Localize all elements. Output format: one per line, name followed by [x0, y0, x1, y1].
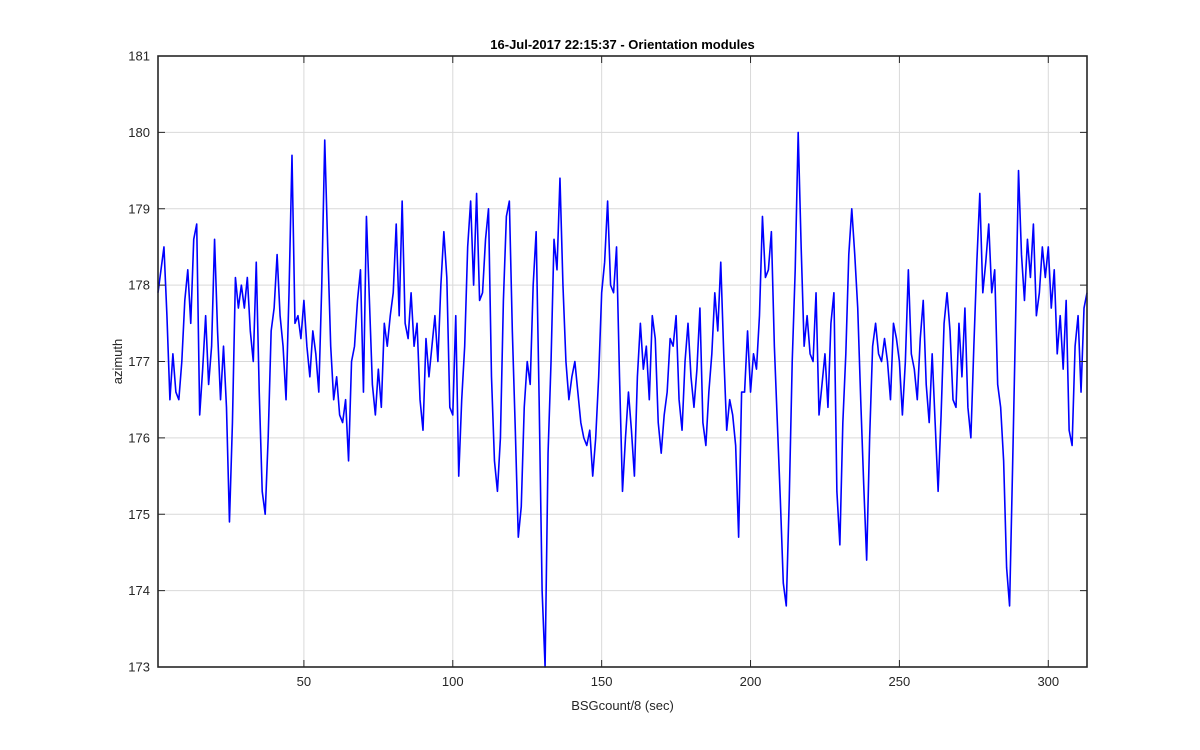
y-tick-label: 173 — [128, 660, 150, 675]
x-tick-label: 250 — [889, 674, 911, 689]
y-tick-label: 179 — [128, 201, 150, 216]
grid — [158, 56, 1087, 667]
y-tick-label: 174 — [128, 583, 150, 598]
x-tick-label: 100 — [442, 674, 464, 689]
y-tick-label: 181 — [128, 49, 150, 64]
tick-labels: 50 100 150 200 250 300 173 174 175 176 177 178 179 18… — [128, 49, 1059, 690]
y-tick-label: 180 — [128, 125, 150, 140]
x-axis-label: BSGcount/8 (sec) — [571, 698, 674, 713]
y-tick-label: 176 — [128, 430, 150, 445]
x-tick-label: 300 — [1037, 674, 1059, 689]
chart-title: 16-Jul-2017 22:15:37 - Orientation modul… — [490, 37, 754, 52]
y-tick-label: 175 — [128, 507, 150, 522]
x-tick-label: 50 — [297, 674, 311, 689]
y-axis-label: azimuth — [110, 339, 125, 385]
y-tick-label: 177 — [128, 354, 150, 369]
x-tick-label: 150 — [591, 674, 613, 689]
x-tick-label: 200 — [740, 674, 762, 689]
series-line-azimuth — [157, 131, 1088, 668]
y-tick-label: 178 — [128, 278, 150, 293]
tick-marks — [158, 55, 1087, 668]
